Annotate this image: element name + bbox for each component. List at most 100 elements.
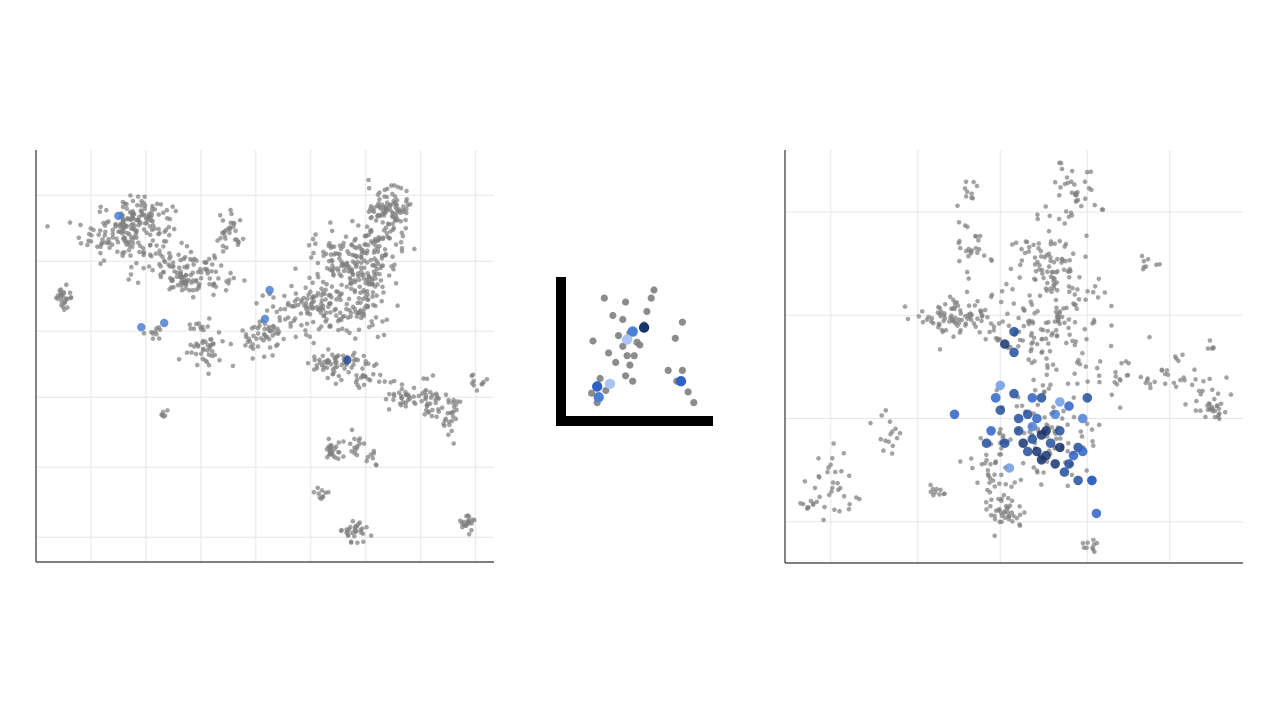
scatter-point <box>383 252 389 257</box>
scatter-point <box>315 271 320 277</box>
scatter-point <box>1035 402 1041 408</box>
scatter-point <box>220 249 226 254</box>
scatter-point <box>1021 307 1027 313</box>
scatter-point <box>817 475 822 480</box>
scatter-point <box>255 325 261 331</box>
scatter-point <box>387 391 392 397</box>
scatter-point <box>846 473 852 479</box>
scatter-point <box>1041 470 1046 475</box>
scatter-point <box>134 228 139 233</box>
scatter-point <box>1090 439 1095 444</box>
scatter-point <box>374 293 380 298</box>
scatter-point <box>344 301 350 307</box>
scatter-point <box>826 492 832 498</box>
scatter-point <box>246 336 252 342</box>
scatter-point <box>110 227 115 233</box>
scatter-point <box>1080 350 1085 356</box>
scatter-point <box>133 231 139 237</box>
scatter-point <box>650 286 658 294</box>
scatter-point <box>1026 244 1032 250</box>
scatter-point <box>275 326 280 332</box>
scatter-point <box>338 297 343 303</box>
scatter-point <box>389 209 395 215</box>
scatter-point <box>334 289 339 294</box>
scatter-point <box>1044 356 1049 361</box>
scatter-point <box>1109 392 1115 398</box>
scatter-point <box>958 308 963 313</box>
scatter-point <box>383 396 389 402</box>
scatter-point <box>311 340 317 346</box>
scatter-point <box>993 460 998 465</box>
scatter-point <box>212 352 218 358</box>
scatter-point <box>188 342 193 348</box>
scatter-point <box>147 224 153 229</box>
scatter-point <box>1112 380 1117 385</box>
scatter-point <box>1068 210 1074 216</box>
scatter-point <box>423 407 429 413</box>
scatter-point <box>1057 238 1062 244</box>
scatter-point <box>258 336 264 341</box>
scatter-point <box>1044 252 1049 258</box>
scatter-point <box>1043 320 1049 326</box>
scatter-point <box>629 377 637 385</box>
highlighted-point <box>1032 446 1042 457</box>
scatter-point <box>1074 306 1080 312</box>
scatter-point <box>1084 468 1089 473</box>
scatter-point <box>128 234 134 240</box>
scatter-point <box>471 383 477 388</box>
scatter-point <box>664 366 672 374</box>
scatter-point <box>369 227 374 233</box>
scatter-point <box>1097 359 1103 364</box>
scatter-point <box>1031 242 1036 248</box>
scatter-point <box>260 293 266 298</box>
scatter-point <box>407 396 413 402</box>
scatter-point <box>1019 258 1025 263</box>
scatter-point <box>1014 515 1020 521</box>
scatter-point <box>1017 512 1023 518</box>
scatter-point <box>216 330 222 335</box>
scatter-point <box>192 256 197 262</box>
scatter-point <box>334 297 339 302</box>
highlighted-point <box>1064 401 1074 411</box>
scatter-point <box>398 240 404 245</box>
scatter-point <box>220 339 225 344</box>
scatter-point <box>822 504 827 510</box>
scatter-point <box>1005 311 1010 317</box>
scatter-point <box>596 374 604 383</box>
scatter-point <box>188 326 193 331</box>
scatter-point <box>1108 343 1114 349</box>
scatter-point <box>805 505 810 510</box>
scatter-point <box>1009 498 1015 504</box>
scatter-point <box>198 275 204 281</box>
highlighted-point <box>1009 347 1019 358</box>
scatter-point <box>1070 285 1075 291</box>
scatter-point <box>171 226 177 232</box>
scatter-point <box>1065 422 1070 428</box>
scatter-point <box>1026 357 1031 362</box>
scatter-point <box>98 204 103 210</box>
scatter-point <box>966 276 971 281</box>
scatter-point <box>312 354 317 360</box>
scatter-point <box>889 451 895 456</box>
scatter-point <box>883 408 889 413</box>
scatter-point <box>470 517 475 523</box>
scatter-point <box>161 258 167 263</box>
scatter-point <box>1038 254 1044 259</box>
scatter-point <box>303 332 309 338</box>
scatter-point <box>1083 364 1089 369</box>
scatter-point <box>328 220 333 225</box>
scatter-point <box>937 492 942 497</box>
scatter-point <box>354 245 359 251</box>
scatter-point <box>1049 425 1055 430</box>
scatter-point <box>67 220 73 225</box>
scatter-point <box>236 239 241 244</box>
scatter-point <box>375 334 381 340</box>
scatter-point <box>356 521 361 527</box>
scatter-point <box>130 241 136 246</box>
scatter-point <box>1061 408 1066 414</box>
highlighted-point <box>1055 442 1065 453</box>
scatter-point <box>336 373 342 379</box>
scatter-point <box>952 319 957 324</box>
scatter-point <box>358 290 363 296</box>
scatter-point <box>964 189 970 194</box>
